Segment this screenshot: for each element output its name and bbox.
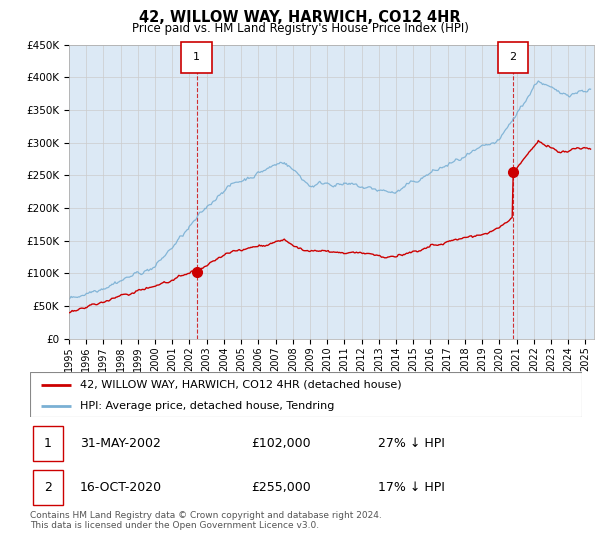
FancyBboxPatch shape [181, 42, 212, 73]
Text: 17% ↓ HPI: 17% ↓ HPI [378, 481, 445, 494]
Text: 1: 1 [193, 52, 200, 62]
Text: 31-MAY-2002: 31-MAY-2002 [80, 437, 161, 450]
Text: £102,000: £102,000 [251, 437, 310, 450]
FancyBboxPatch shape [498, 42, 528, 73]
Text: 42, WILLOW WAY, HARWICH, CO12 4HR: 42, WILLOW WAY, HARWICH, CO12 4HR [139, 10, 461, 25]
Text: Contains HM Land Registry data © Crown copyright and database right 2024.
This d: Contains HM Land Registry data © Crown c… [30, 511, 382, 530]
Text: £255,000: £255,000 [251, 481, 311, 494]
Text: 2: 2 [509, 52, 517, 62]
Text: 1: 1 [44, 437, 52, 450]
Text: 42, WILLOW WAY, HARWICH, CO12 4HR (detached house): 42, WILLOW WAY, HARWICH, CO12 4HR (detac… [80, 380, 401, 390]
Text: HPI: Average price, detached house, Tendring: HPI: Average price, detached house, Tend… [80, 401, 334, 411]
Text: 16-OCT-2020: 16-OCT-2020 [80, 481, 162, 494]
Text: 2: 2 [44, 481, 52, 494]
Bar [33, 470, 63, 505]
Text: Price paid vs. HM Land Registry's House Price Index (HPI): Price paid vs. HM Land Registry's House … [131, 22, 469, 35]
Text: 27% ↓ HPI: 27% ↓ HPI [378, 437, 445, 450]
Bar [33, 426, 63, 461]
